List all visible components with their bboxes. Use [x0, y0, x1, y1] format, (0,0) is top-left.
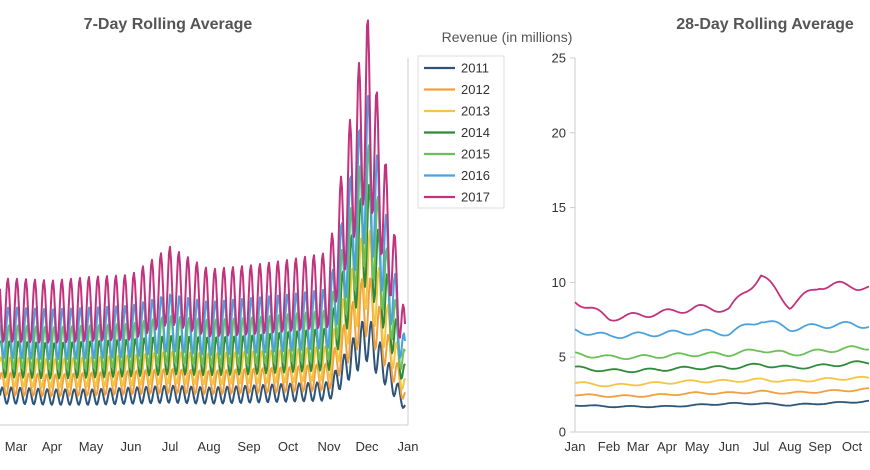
legend-item-2015: 2015 [424, 147, 490, 162]
x-tick-label: Aug [778, 439, 801, 454]
legend-items: 2011 2012 2013 2014 2015 2016 2017 [424, 61, 490, 205]
series-line-2011 [0, 320, 406, 409]
legend-label: 2015 [461, 147, 490, 162]
x-tick-label: Aug [197, 439, 220, 454]
legend-item-2017: 2017 [424, 190, 490, 205]
x-tick-label: Jun [121, 439, 142, 454]
series-group [0, 19, 406, 409]
y-tick-label: 15 [552, 200, 566, 215]
x-tick-label: Jun [719, 439, 740, 454]
x-tick-label: Jan [398, 439, 419, 454]
series-group [574, 274, 870, 409]
series-line-2014 [574, 360, 870, 374]
y-tick-label: 0 [559, 425, 566, 440]
x-tick-label: Dec [355, 439, 379, 454]
series-line-2015 [0, 144, 406, 371]
x-tick-label: Sep [808, 439, 831, 454]
chart-title-7-day: 7-Day Rolling Average [84, 16, 253, 33]
legend-title: Revenue (in millions) [442, 29, 573, 45]
legend-item-2012: 2012 [424, 82, 490, 97]
x-tick-label: Nov [317, 439, 341, 454]
series-line-2012 [0, 277, 406, 400]
legend-label: 2016 [461, 168, 490, 183]
x-tick-label: Oct [278, 439, 299, 454]
legend-label: 2013 [461, 104, 490, 119]
y-tick-label: 25 [552, 51, 566, 66]
x-tick-labels: Jan Feb Mar Apr May Jun Jul Aug Sep Oct [565, 439, 863, 454]
series-line-2017 [0, 19, 406, 344]
series-line-2016 [0, 95, 406, 361]
chart-28-day: 28-Day Rolling Average Jan Feb Mar Apr May Ju… [552, 16, 870, 454]
legend-item-2014: 2014 [424, 125, 490, 140]
x-tick-label: Oct [842, 439, 863, 454]
y-tick-labels: 0 5 10 15 20 25 [552, 51, 575, 440]
x-tick-label: May [685, 439, 710, 454]
x-tick-label: Sep [237, 439, 260, 454]
x-tick-label: Jan [565, 439, 586, 454]
series-line-2014 [0, 184, 406, 380]
x-tick-label: Jul [753, 439, 770, 454]
series-line-2017 [574, 274, 870, 322]
chart-title-28-day: 28-Day Rolling Average [676, 16, 854, 33]
x-tick-label: Feb [598, 439, 620, 454]
series-line-2013 [574, 375, 870, 388]
x-tick-label: Apr [657, 439, 678, 454]
x-tick-label: Mar [627, 439, 650, 454]
legend-label: 2012 [461, 82, 490, 97]
legend-item-2011: 2011 [424, 61, 489, 76]
series-line-2012 [574, 387, 869, 398]
x-tick-label: Mar [5, 439, 28, 454]
chart-7-day: 7-Day Rolling Average Mar Apr May Jun Jul Aug… [0, 16, 418, 454]
legend-label: 2011 [461, 61, 489, 76]
legend-label: 2017 [461, 190, 490, 205]
y-tick-label: 5 [559, 350, 566, 365]
x-tick-label: Apr [42, 439, 63, 454]
series-line-2016 [574, 320, 870, 339]
legend-item-2013: 2013 [424, 104, 490, 119]
legend: Revenue (in millions) 201120122013201420… [417, 29, 573, 209]
series-line-2011 [574, 399, 870, 409]
series-line-2013 [0, 229, 406, 391]
y-tick-label: 10 [552, 275, 566, 290]
x-tick-labels: Mar Apr May Jun Jul Aug Sep Oct Nov Dec Jan [5, 439, 419, 454]
legend-label: 2014 [461, 125, 490, 140]
x-tick-label: May [79, 439, 104, 454]
legend-item-2016: 2016 [424, 168, 490, 183]
series-line-2015 [574, 345, 870, 360]
y-tick-label: 20 [552, 125, 566, 140]
x-tick-label: Jul [162, 439, 179, 454]
